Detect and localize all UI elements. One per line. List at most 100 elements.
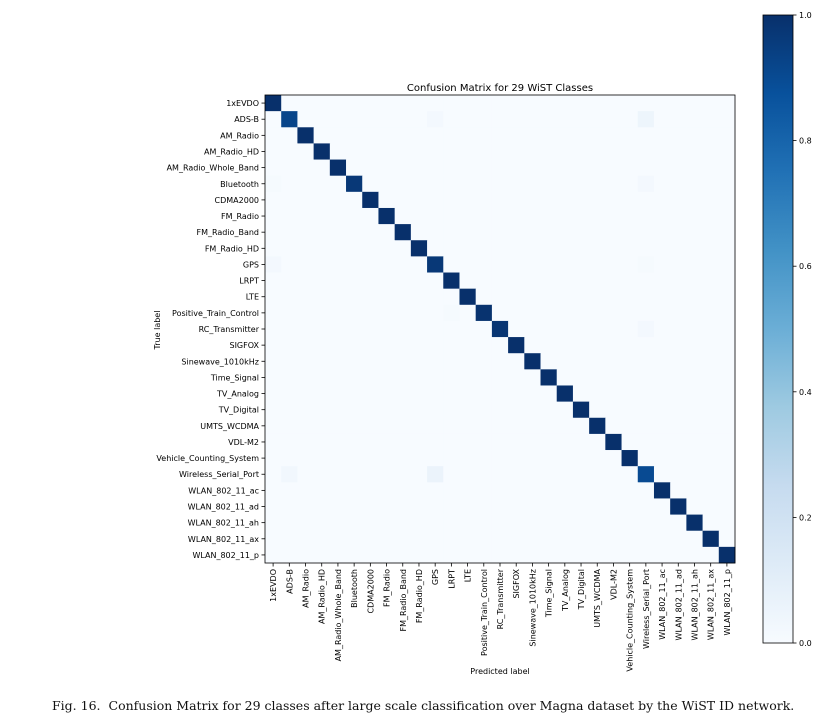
heatmap-cell [427,514,444,532]
heatmap-cell [589,272,606,290]
heatmap-cell [329,288,347,306]
heatmap-cell [491,498,509,515]
heatmap-cell [459,353,477,370]
heatmap-cell [459,417,477,435]
heatmap-cell [443,127,460,144]
heatmap-cell [459,530,477,548]
heatmap-cell [621,111,639,128]
heatmap-cell [491,191,509,209]
heatmap-cell [670,191,687,209]
heatmap-cell [427,466,444,483]
heatmap-cell [718,272,736,290]
heatmap-cell [362,240,379,257]
heatmap-cell [621,385,639,403]
heatmap-cell [637,433,655,451]
heatmap-cell [524,417,541,435]
heatmap-cell [702,95,720,112]
heatmap-cell [410,304,428,322]
heatmap-cell [540,175,558,193]
heatmap-cell [540,546,558,564]
heatmap-cell [686,304,703,322]
heatmap-cell [653,401,671,419]
heatmap-cell [491,546,509,564]
heatmap-cell [653,256,671,273]
heatmap-cell [540,369,558,386]
colorbar-ticks: 0.0 0.2 0.4 0.6 0.8 1.0 [793,11,812,648]
heatmap-cell [605,320,622,338]
heatmap-cell [281,401,298,419]
heatmap-cell [329,143,347,160]
heatmap-cell [394,191,412,209]
heatmap-cell [459,272,477,290]
heatmap-cell [265,288,282,306]
heatmap-cell [329,207,347,225]
heatmap-cell [508,337,525,354]
heatmap-cell [686,401,703,419]
heatmap-cell [589,546,606,564]
heatmap-cell [427,401,444,419]
heatmap-cell [508,450,525,467]
heatmap-cell [621,191,639,209]
heatmap-cell [637,546,655,564]
heatmap-cell [653,143,671,160]
heatmap-cell [637,159,655,177]
heatmap-cell [346,450,363,467]
heatmap-cell [653,95,671,112]
heatmap-cell [378,514,396,532]
heatmap-cell [265,127,282,144]
heatmap-cell [297,337,315,354]
y-tick-label: RC_Transmitter [199,325,260,334]
heatmap-cell [670,224,687,241]
heatmap-cell [686,337,703,354]
heatmap-cell [686,175,703,193]
heatmap-cell [491,466,509,483]
heatmap-cell [702,224,720,241]
heatmap-cell [524,498,541,515]
heatmap-cell [653,288,671,306]
heatmap-cell [362,433,379,451]
heatmap-cell [313,417,331,435]
heatmap-cell [427,498,444,515]
heatmap-cell [605,401,622,419]
heatmap-cell [410,482,428,499]
heatmap-cell [443,482,460,499]
heatmap-cell [686,482,703,499]
heatmap-cell [670,95,687,112]
heatmap-cell [297,450,315,467]
heatmap-cell [297,288,315,306]
heatmap-cell [362,337,379,354]
heatmap-cell [589,466,606,483]
heatmap-cell [702,482,720,499]
heatmap-cell [605,288,622,306]
heatmap-cell [556,369,574,386]
heatmap-cell [443,224,460,241]
heatmap-cell [508,546,525,564]
heatmap-cell [556,417,574,435]
x-tick-label: WLAN_802_11_ax [707,569,716,640]
heatmap-cell [508,353,525,370]
heatmap-cell [556,530,574,548]
heatmap-cell [653,385,671,403]
heatmap-cell [556,320,574,338]
heatmap-cell [378,224,396,241]
heatmap-cell [508,95,525,112]
heatmap-cell [524,224,541,241]
heatmap-cell [427,304,444,322]
heatmap-cell [605,175,622,193]
heatmap-cell [686,240,703,257]
heatmap-cell [621,288,639,306]
heatmap-cell [459,450,477,467]
heatmap-cell [718,433,736,451]
heatmap-cell [589,530,606,548]
heatmap-cell [637,353,655,370]
heatmap-cell [313,401,331,419]
heatmap-cell [443,369,460,386]
heatmap-cell [443,320,460,338]
heatmap-cell [718,95,736,112]
heatmap-cell [297,353,315,370]
heatmap-cell [653,466,671,483]
x-tick-label: AM_Radio_HD [318,569,327,624]
heatmap-cell [475,111,493,128]
heatmap-cell [394,530,412,548]
heatmap-cell [605,546,622,564]
